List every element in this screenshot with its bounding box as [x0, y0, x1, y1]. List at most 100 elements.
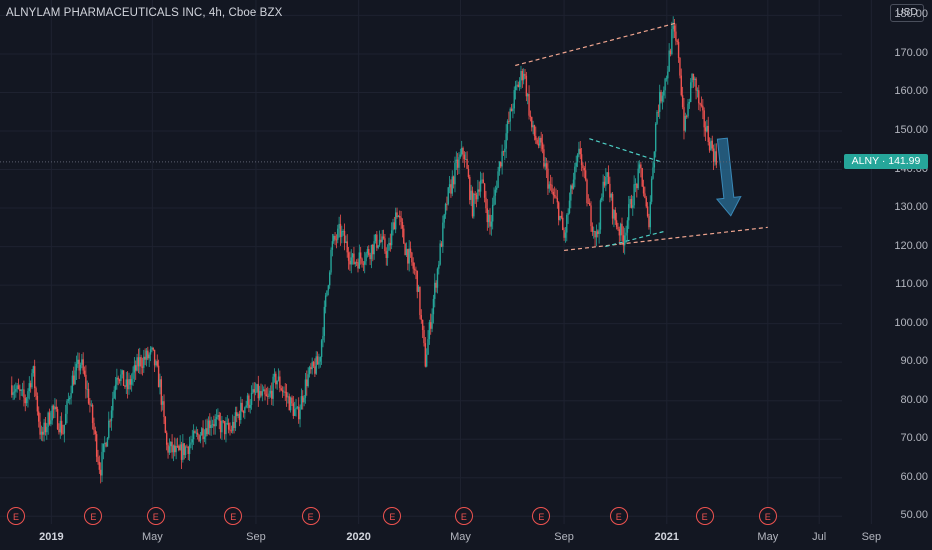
candle-body [611, 193, 614, 219]
candle-body [149, 349, 152, 355]
candle-body [555, 196, 557, 199]
candle-body [388, 242, 390, 251]
candle-body [171, 441, 173, 453]
candle-body [629, 198, 631, 205]
earnings-icon[interactable]: E [84, 507, 103, 525]
inner-trendline-bottom[interactable] [605, 230, 666, 248]
candle-body [275, 373, 277, 385]
candle-body [549, 184, 552, 186]
candle-body [170, 441, 172, 447]
forecast-arrow[interactable] [715, 137, 742, 217]
candle-body [339, 223, 342, 238]
earnings-icon[interactable]: E [301, 507, 320, 525]
candle-body [349, 260, 351, 265]
candle-body [60, 420, 63, 434]
candle-body [75, 363, 78, 371]
candle-body [234, 412, 237, 429]
candle-body [536, 139, 538, 144]
candle-body [471, 190, 474, 217]
candle-body [79, 364, 82, 371]
earnings-icon[interactable]: E [383, 507, 402, 525]
candle-body [630, 198, 633, 208]
candle-body [221, 420, 223, 433]
candle-body [253, 389, 255, 393]
candle-body [513, 90, 515, 109]
earnings-icon[interactable]: E [695, 507, 714, 525]
currency-button[interactable]: USD [890, 4, 924, 22]
candle-body [42, 431, 44, 435]
candle-body [665, 78, 668, 80]
candle-body [434, 282, 436, 299]
candle-body [121, 370, 123, 375]
earnings-icon[interactable]: E [758, 507, 777, 525]
candle-body [595, 231, 598, 238]
candle-body [85, 374, 87, 389]
candle-body [459, 154, 462, 158]
candle-body [664, 78, 666, 91]
candle-body [506, 121, 509, 134]
candle-body [564, 232, 567, 238]
candle-body [645, 197, 647, 207]
lower-trendline[interactable] [564, 226, 768, 252]
candle-body [13, 391, 16, 393]
earnings-icon[interactable]: E [146, 507, 165, 525]
candle-body [359, 252, 362, 259]
candle-body [140, 357, 142, 367]
earnings-icon[interactable]: E [532, 507, 551, 525]
candle-body [401, 221, 404, 229]
candle-body [56, 409, 59, 430]
candle-body [112, 398, 114, 411]
earnings-icon[interactable]: E [224, 507, 243, 525]
candle-body [609, 183, 611, 198]
earnings-icon[interactable]: E [454, 507, 473, 525]
candle-body [227, 422, 230, 430]
candle-body [130, 378, 133, 385]
candle-body [279, 376, 281, 389]
candle-body [509, 108, 511, 122]
candle-body [191, 439, 193, 443]
candle-body [319, 356, 321, 362]
candle-body [390, 230, 393, 246]
candle-body [179, 444, 181, 451]
chart-grid [0, 0, 872, 524]
candle-body [182, 443, 184, 460]
candle-body [688, 102, 691, 104]
candle-body [183, 443, 185, 455]
x-tick-label: Jul [812, 531, 827, 543]
x-tick-label: 2019 [39, 531, 64, 543]
upper-trendline[interactable] [515, 22, 677, 67]
candle-body [271, 390, 273, 399]
candle-body [490, 221, 493, 227]
candle-body [214, 418, 216, 427]
candle-body [574, 166, 576, 180]
pattern-drawings[interactable] [515, 22, 768, 252]
candle-body [416, 270, 418, 292]
earnings-icon[interactable]: E [6, 507, 25, 525]
y-tick-label: 80.00 [900, 393, 928, 406]
candle-body [217, 415, 219, 418]
candle-body [350, 257, 352, 265]
inner-trendline-top[interactable] [589, 138, 662, 163]
candle-body [276, 380, 278, 385]
candle-body [491, 204, 494, 222]
candle-body [240, 402, 242, 421]
candle-body [407, 249, 409, 264]
candle-body [405, 249, 408, 256]
candle-body [205, 428, 207, 437]
y-tick-label: 90.00 [900, 355, 928, 368]
candle-body [163, 401, 165, 417]
candle-body [378, 239, 381, 246]
earnings-icon[interactable]: E [609, 507, 628, 525]
candle-body [184, 446, 187, 455]
candle-body [702, 105, 704, 111]
y-tick-label: 180.00 [894, 8, 928, 21]
candle-body [415, 269, 417, 271]
candle-body [528, 94, 530, 116]
candle-body [322, 335, 324, 341]
candle-body [298, 406, 300, 420]
candle-body [508, 121, 510, 122]
candle-body [198, 434, 200, 442]
candle-body [580, 154, 583, 166]
candle-body [517, 84, 519, 88]
